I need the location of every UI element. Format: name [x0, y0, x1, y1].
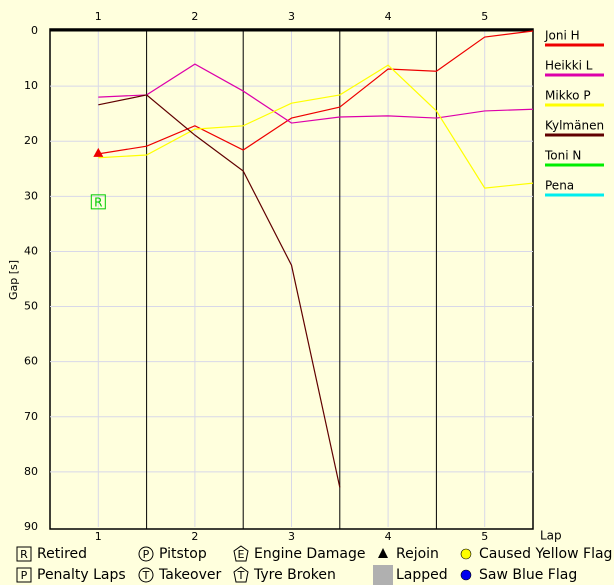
retired-symbol: R — [94, 195, 102, 209]
legend-label: Kylmänen — [545, 119, 604, 133]
x-tick-label: 2 — [191, 530, 198, 543]
key-label: Lapped — [396, 567, 448, 583]
retired-marker — [90, 194, 106, 210]
y-tick-label: 20 — [24, 134, 38, 147]
key-symbol: T — [237, 569, 245, 582]
rejoin-marker — [93, 147, 104, 157]
key-label: Caused Yellow Flag — [479, 546, 612, 562]
series-line — [98, 94, 341, 488]
key-label: Saw Blue Flag — [479, 567, 577, 583]
key-symbol: P — [143, 548, 150, 561]
key-icon — [138, 567, 154, 583]
key: R Retired P Penalty Laps P Pitstop T Takeover E E… — [16, 545, 612, 585]
key-symbol: E — [238, 548, 245, 561]
x-tick-label: 1 — [95, 530, 102, 543]
y-tick-label: 30 — [24, 189, 38, 202]
x-tick-label: 4 — [385, 530, 392, 543]
legend-label: Toni N — [544, 149, 581, 163]
key-label: Retired — [37, 546, 87, 562]
key-label: Takeover — [158, 567, 221, 583]
key-label: Tyre Broken — [253, 567, 336, 583]
legend-label: Pena — [545, 179, 574, 193]
y-tick-label: 40 — [24, 244, 38, 257]
key-icon — [233, 566, 249, 583]
y-tick-label: 10 — [24, 79, 38, 92]
series-line — [98, 64, 534, 189]
x-tick-label-top: 3 — [288, 10, 295, 23]
series-line — [98, 30, 534, 155]
y-tick-label: 60 — [24, 355, 38, 368]
key-icon — [460, 569, 472, 581]
key-icon — [233, 545, 249, 562]
key-label: Engine Damage — [254, 546, 366, 562]
x-tick-label-top: 1 — [95, 10, 102, 23]
legend-label: Joni H — [544, 29, 580, 43]
x-tick-label: 3 — [288, 530, 295, 543]
y-axis-label: Gap [s] — [7, 260, 20, 300]
key-label: Rejoin — [396, 546, 439, 562]
legend-label: Heikki L — [545, 59, 593, 73]
key-symbol: R — [20, 548, 28, 561]
key-symbol: P — [21, 569, 28, 582]
x-tick-label-top: 2 — [191, 10, 198, 23]
key-symbol: T — [142, 569, 150, 582]
x-axis-label: Lap — [540, 529, 562, 543]
key-label: Penalty Laps — [37, 567, 126, 583]
legend-label: Mikko P — [545, 89, 591, 103]
y-tick-label: 80 — [24, 465, 38, 478]
y-tick-label: 0 — [31, 24, 38, 37]
key-icon — [138, 546, 154, 562]
series-line — [98, 63, 534, 124]
key-icon — [16, 567, 32, 583]
key-icon — [460, 548, 472, 560]
y-tick-label: 70 — [24, 410, 38, 423]
x-tick-label: 5 — [481, 530, 488, 543]
y-tick-label: 50 — [24, 300, 38, 313]
key-icon — [378, 548, 388, 558]
key-icon — [16, 546, 32, 562]
y-tick-label: 90 — [24, 520, 38, 533]
x-tick-label-top: 5 — [481, 10, 488, 23]
x-tick-label-top: 4 — [385, 10, 392, 23]
key-icon — [373, 565, 393, 585]
key-label: Pitstop — [159, 546, 207, 562]
